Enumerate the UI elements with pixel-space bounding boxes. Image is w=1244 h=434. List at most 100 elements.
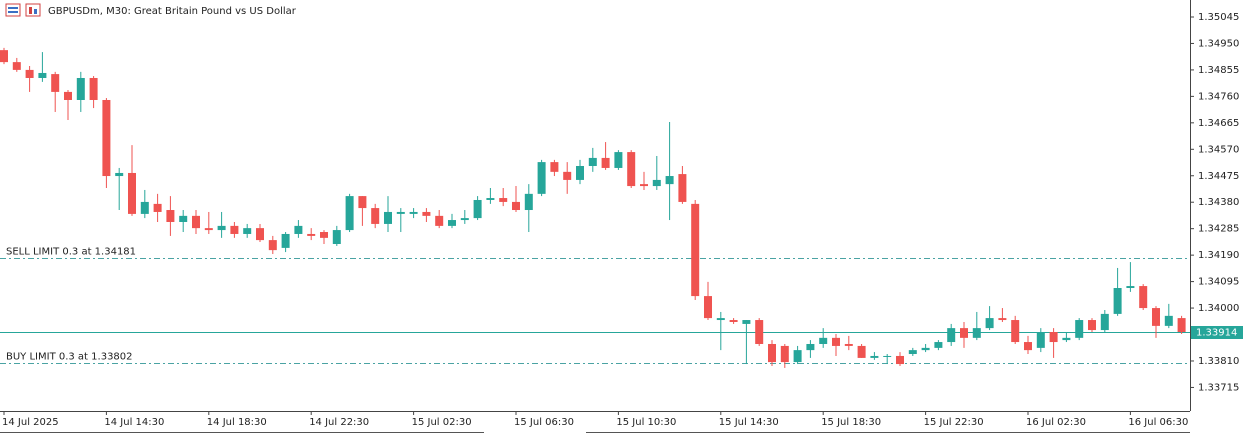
x-tick-label: 14 Jul 2025 — [2, 417, 59, 428]
candle-body — [25, 69, 34, 78]
last-price-box — [1191, 326, 1243, 339]
candle-body — [652, 179, 661, 187]
x-tick-label: 15 Jul 22:30 — [924, 417, 984, 428]
x-tick-label: 15 Jul 14:30 — [719, 417, 779, 428]
candle-body — [665, 176, 674, 185]
candle-body — [691, 203, 700, 297]
candle-body — [588, 157, 597, 167]
candle-body — [793, 350, 802, 363]
y-tick-label: 1.34950 — [1198, 38, 1239, 49]
candle-body — [614, 152, 623, 168]
candle-body — [204, 228, 213, 231]
candle-body — [320, 232, 328, 238]
candle-body — [844, 343, 853, 346]
candle-body — [832, 337, 840, 346]
candle-body — [1177, 318, 1186, 333]
candle-body — [12, 62, 21, 70]
candle-body — [256, 228, 264, 241]
y-tick-label: 1.33810 — [1198, 356, 1239, 367]
candle-body — [768, 343, 776, 363]
y-tick-label: 1.34190 — [1198, 250, 1239, 261]
candle-body — [192, 215, 200, 229]
candle-body — [64, 91, 72, 100]
candle-body — [115, 172, 124, 177]
y-tick-label: 1.34760 — [1198, 91, 1239, 102]
candle-body — [217, 225, 226, 231]
x-tick-label: 15 Jul 10:30 — [616, 417, 676, 428]
candle-body — [230, 225, 239, 234]
last-price-label: 1.33914 — [1196, 328, 1237, 339]
y-tick-label: 1.33715 — [1198, 382, 1239, 393]
icon — [25, 3, 41, 17]
candle-body — [806, 343, 815, 351]
candle-body — [166, 210, 175, 222]
candle-body — [243, 228, 252, 234]
candle-body — [1164, 315, 1173, 326]
candle-body — [512, 201, 520, 211]
x-tick-label: 15 Jul 18:30 — [821, 417, 881, 428]
candle-body — [294, 225, 303, 234]
candle-body — [729, 320, 738, 322]
candle-body — [627, 152, 636, 187]
chart-title: GBPUSDm, M30: Great Britain Pound vs US … — [48, 6, 297, 17]
y-tick-label: 1.34285 — [1198, 224, 1239, 235]
candle-body — [819, 337, 828, 344]
candle-body — [896, 355, 904, 365]
order-label: SELL LIMIT 0.3 at 1.34181 — [6, 247, 136, 258]
candle-body — [1075, 320, 1084, 338]
candle-body — [755, 320, 764, 344]
order-label: BUY LIMIT 0.3 at 1.33802 — [6, 352, 133, 363]
candle-body — [153, 203, 162, 212]
candle-body — [409, 211, 418, 214]
candle-body — [1100, 313, 1109, 331]
candle-body — [960, 328, 968, 338]
x-tick-label: 14 Jul 22:30 — [309, 417, 369, 428]
candle-body — [358, 196, 367, 209]
candle-body — [998, 318, 1007, 321]
icon — [34, 9, 37, 14]
y-tick-label: 1.34095 — [1198, 277, 1239, 288]
candle-body — [473, 199, 482, 219]
x-tick-label: 15 Jul 02:30 — [412, 417, 472, 428]
candle-body — [550, 162, 559, 172]
candle-body — [972, 328, 981, 338]
x-tick-label: 15 Jul 06:30 — [514, 417, 574, 428]
candle-body — [921, 347, 930, 351]
candle-body — [1113, 288, 1122, 314]
candle-body — [76, 77, 85, 100]
y-tick-label: 1.35045 — [1198, 12, 1239, 23]
y-tick-label: 1.34475 — [1198, 171, 1239, 182]
x-tick-label: 14 Jul 14:30 — [104, 417, 164, 428]
candle-body — [576, 166, 584, 180]
candle-body — [780, 345, 789, 363]
candle-body — [371, 208, 380, 224]
candle-body — [947, 328, 956, 343]
y-tick-label: 1.34000 — [1198, 303, 1239, 314]
candle-body — [934, 342, 943, 348]
candle-body — [716, 318, 725, 321]
candle-body — [1049, 332, 1058, 343]
candle-body — [985, 318, 994, 329]
candle-body — [1011, 320, 1020, 343]
candle-body — [537, 162, 546, 194]
candle-body — [38, 72, 47, 78]
candle-body — [870, 355, 879, 358]
candle-body — [704, 296, 712, 319]
y-tick-label: 1.34665 — [1198, 118, 1239, 129]
candle-body — [332, 230, 341, 244]
header-icons — [5, 3, 41, 17]
icon — [5, 3, 21, 17]
candle-body — [140, 201, 149, 214]
candle-body — [601, 157, 610, 168]
candle-body — [422, 211, 431, 216]
candle-body — [179, 215, 188, 222]
x-tick-label: 16 Jul 02:30 — [1026, 417, 1086, 428]
candle-body — [435, 215, 444, 226]
icon — [8, 11, 18, 13]
y-tick-label: 1.34380 — [1198, 197, 1239, 208]
x-tick-label: 14 Jul 18:30 — [207, 417, 267, 428]
candle-body — [281, 233, 290, 248]
candle-body — [742, 320, 751, 324]
y-tick-label: 1.34570 — [1198, 144, 1239, 155]
